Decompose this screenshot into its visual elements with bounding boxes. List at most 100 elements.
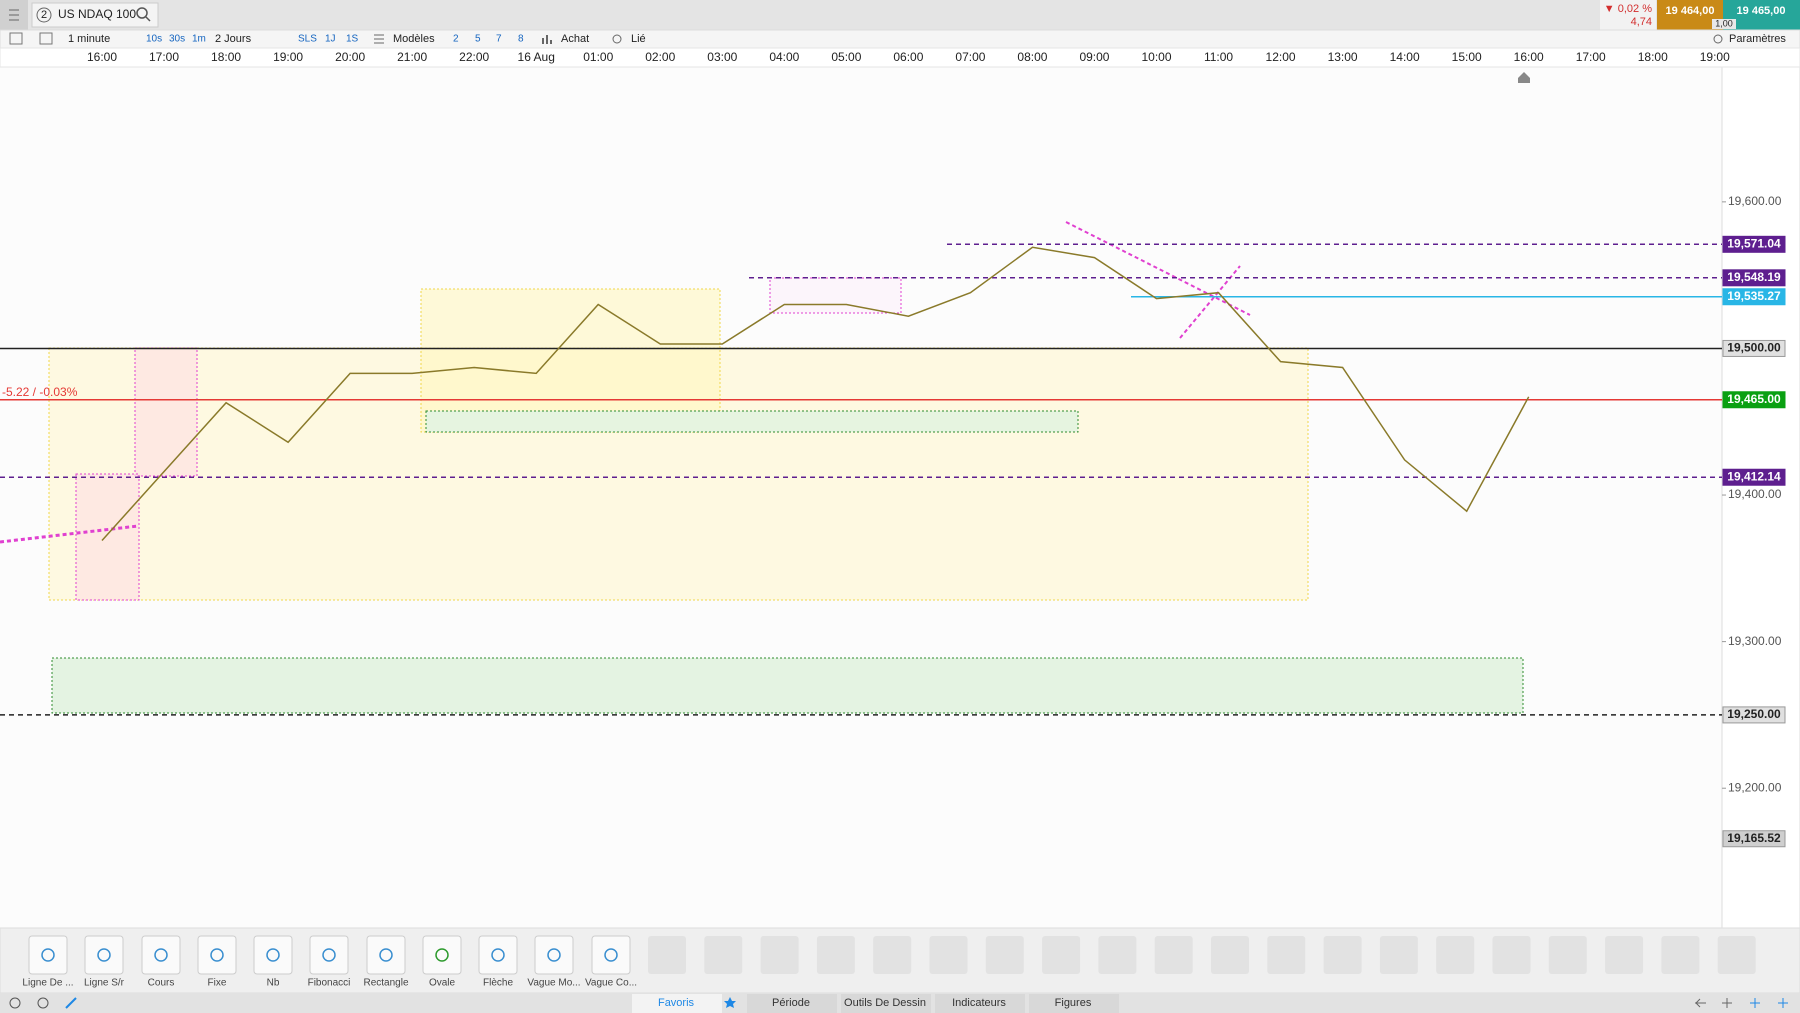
star-icon[interactable] (724, 997, 736, 1008)
period[interactable]: SLS (298, 34, 317, 45)
time-label: 14:00 (1390, 50, 1420, 64)
tab[interactable] (632, 994, 722, 1013)
level-label: 19,571.04 (1727, 236, 1781, 250)
tool-button[interactable] (309, 935, 349, 975)
tool-button[interactable] (84, 935, 124, 975)
clear-icon[interactable] (37, 997, 49, 1009)
zoom-in[interactable] (1722, 998, 1732, 1008)
search-icon (145, 16, 151, 22)
level-label-bg (1722, 339, 1786, 357)
tool-button[interactable] (253, 935, 293, 975)
time-label: 19:00 (1700, 50, 1730, 64)
tab-label: Outils De Dessin (844, 997, 926, 1009)
tool-label: Flèche (483, 978, 513, 989)
period[interactable]: 1S (346, 34, 359, 45)
layout[interactable]: 2 (453, 34, 459, 45)
time-label: 19:00 (273, 50, 303, 64)
tool-button[interactable] (591, 935, 631, 975)
menu-icon (9, 9, 19, 21)
empty-slot[interactable] (704, 936, 743, 974)
empty-slot[interactable] (1661, 936, 1700, 974)
level-label: 19,535.27 (1727, 289, 1781, 303)
crosshair[interactable] (1750, 998, 1760, 1008)
empty-slot[interactable] (1211, 936, 1249, 974)
layout[interactable]: 5 (475, 34, 481, 45)
empty-slot[interactable] (1267, 936, 1306, 974)
empty-slot[interactable] (1323, 936, 1362, 974)
linked[interactable]: Lié (631, 33, 646, 45)
gear-icon (1713, 34, 1723, 44)
level-label: 19,165.52 (1727, 831, 1781, 845)
sell-price: 19 464,00 (1666, 5, 1715, 17)
time-label: 07:00 (955, 50, 985, 64)
empty-slot[interactable] (760, 936, 799, 974)
layout-icon[interactable] (39, 32, 53, 45)
period[interactable]: 1J (325, 34, 336, 45)
empty-slot[interactable] (1436, 936, 1475, 974)
tab[interactable] (841, 994, 931, 1013)
price-levels: -5.22 / -0.03% (0, 243, 1722, 716)
trade[interactable]: Achat (561, 33, 589, 45)
tool-button[interactable] (422, 935, 462, 975)
tool-icon (210, 948, 224, 962)
quick-interval[interactable]: 30s (169, 34, 185, 45)
tool-icon (41, 948, 55, 962)
instrument-box[interactable] (31, 2, 159, 28)
empty-slot[interactable] (1098, 936, 1137, 974)
tool-label: Vague Mo... (527, 978, 580, 989)
tool-icon (604, 948, 618, 962)
tool-label: Nb (267, 978, 280, 989)
tab[interactable] (747, 994, 837, 1013)
list-icon[interactable] (9, 32, 23, 45)
search-icon[interactable] (136, 7, 148, 19)
empty-slot[interactable] (1042, 936, 1081, 974)
quick-interval[interactable]: 1m (192, 34, 206, 45)
price-tick-label: 19,600.00 (1728, 194, 1782, 208)
pencil-icon[interactable] (65, 997, 77, 1009)
parameters[interactable]: Paramètres (1729, 33, 1786, 45)
time-label: 04:00 (769, 50, 799, 64)
empty-slot[interactable] (929, 936, 968, 974)
zone (51, 657, 1524, 714)
tab[interactable] (1029, 994, 1119, 1013)
time-label: 08:00 (1017, 50, 1047, 64)
time-label: 21:00 (397, 50, 427, 64)
templates[interactable]: Modèles (393, 33, 435, 45)
tool-button[interactable] (534, 935, 574, 975)
time-axis (0, 47, 1800, 68)
empty-slot[interactable] (1605, 936, 1644, 974)
range[interactable]: 2 Jours (215, 33, 252, 45)
tool-label: Fibonacci (308, 978, 351, 989)
empty-slot[interactable] (648, 936, 686, 974)
tool-icon (154, 948, 168, 962)
fit[interactable] (1778, 998, 1788, 1008)
empty-slot[interactable] (1492, 936, 1531, 974)
tool-label: Rectangle (363, 978, 408, 989)
time-label: 10:00 (1141, 50, 1171, 64)
tool-button[interactable] (141, 935, 181, 975)
tool-button[interactable] (366, 935, 406, 975)
badge (36, 7, 52, 23)
quick-interval[interactable]: 10s (146, 34, 162, 45)
empty-slot[interactable] (1379, 936, 1418, 974)
layout[interactable]: 7 (496, 34, 502, 45)
trade-icon (542, 35, 552, 44)
level-label-bg (1722, 468, 1786, 486)
empty-slot[interactable] (816, 936, 855, 974)
empty-slot[interactable] (985, 936, 1024, 974)
tool-button[interactable] (197, 935, 237, 975)
empty-slot[interactable] (1717, 936, 1756, 974)
change-label: -5.22 / -0.03% (2, 385, 78, 399)
interval[interactable]: 1 minute (68, 33, 110, 45)
empty-slot[interactable] (1154, 936, 1193, 974)
refresh-icon[interactable] (9, 997, 21, 1009)
empty-slot[interactable] (873, 936, 912, 974)
tab[interactable] (935, 994, 1025, 1013)
zone (425, 410, 1079, 433)
tool-button[interactable] (478, 935, 518, 975)
tool-button[interactable] (28, 935, 68, 975)
empty-slot[interactable] (1548, 936, 1587, 974)
layout[interactable]: 8 (518, 34, 524, 45)
trend-line (1065, 221, 1251, 316)
